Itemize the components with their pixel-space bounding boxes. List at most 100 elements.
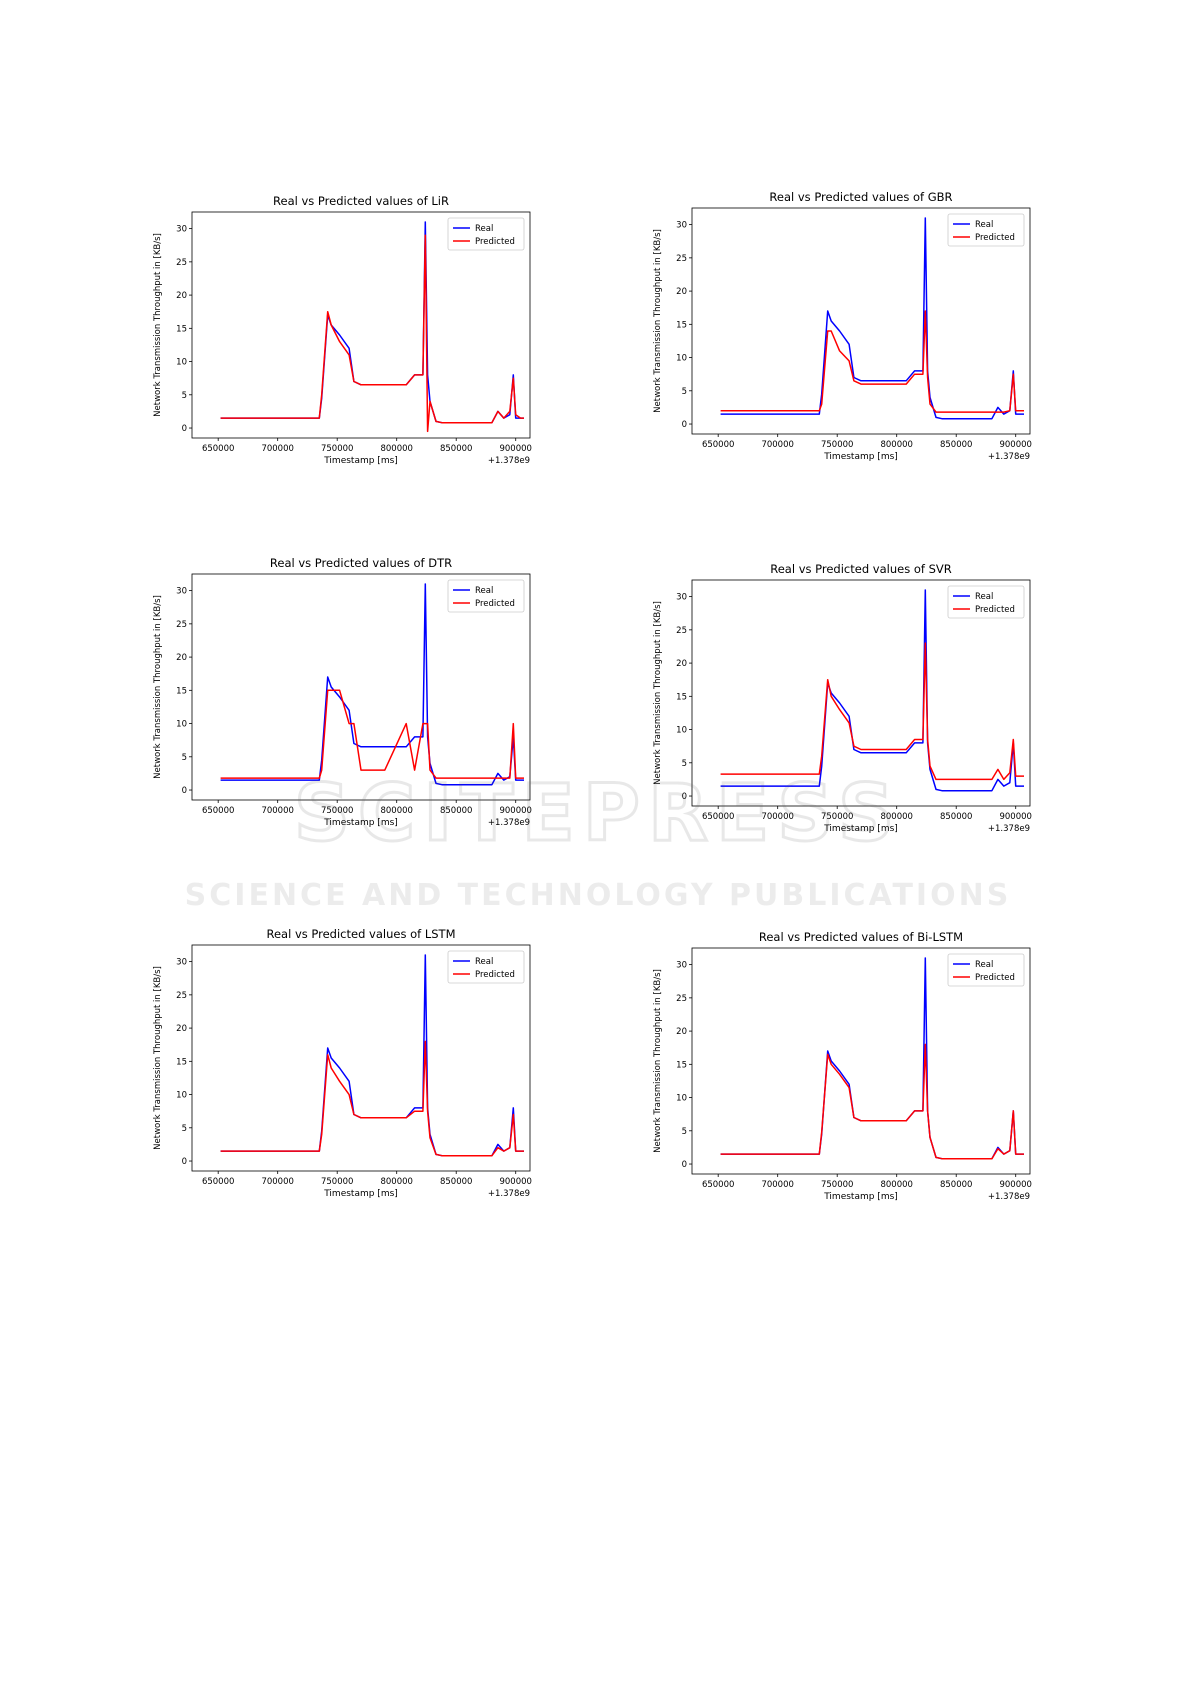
x-offset-label: +1.378e9 — [988, 1192, 1030, 1202]
y-tick-label: 30 — [676, 961, 687, 971]
y-tick-label: 10 — [676, 726, 687, 736]
y-tick-label: 20 — [676, 1027, 687, 1037]
x-tick-label: 850000 — [440, 806, 472, 816]
chart-title: Real vs Predicted values of LiR — [273, 194, 449, 208]
plot-frame — [691, 947, 1031, 1175]
x-tick-label: 750000 — [321, 806, 353, 816]
x-tick-label: 800000 — [380, 1177, 412, 1187]
y-tick-label: 5 — [182, 1124, 187, 1134]
legend-label: Predicted — [475, 599, 515, 609]
legend-label: Real — [975, 220, 993, 230]
plot-frame — [691, 579, 1031, 807]
y-tick-label: 5 — [182, 391, 187, 401]
y-tick-label: 0 — [182, 786, 187, 796]
y-tick-label: 10 — [176, 720, 187, 730]
chart-title: Real vs Predicted values of SVR — [770, 562, 952, 576]
y-tick-label: 0 — [682, 792, 687, 802]
x-tick-label: 650000 — [202, 444, 234, 454]
x-tick-label: 800000 — [880, 812, 912, 822]
y-tick-label: 20 — [676, 287, 687, 297]
x-tick-label: 750000 — [321, 1177, 353, 1187]
chart-svg: Real vs Predicted values of GBR 0 5 10 15 20 2… — [653, 190, 1032, 462]
x-tick-label: 700000 — [261, 806, 293, 816]
x-tick-label: 650000 — [702, 440, 734, 450]
y-tick-label: 30 — [176, 225, 187, 235]
x-axis-label: Timestamp [ms] — [823, 824, 898, 834]
y-tick-label: 0 — [682, 420, 687, 430]
chart-svr: Real vs Predicted values of SVR 0 5 10 15 20 2… — [650, 558, 1040, 858]
y-tick-label: 20 — [176, 291, 187, 301]
series-line-real — [720, 957, 1024, 1160]
series-line-real — [220, 583, 524, 786]
y-tick-label: 15 — [176, 324, 187, 334]
legend: Real Predicted — [447, 217, 525, 251]
y-tick-label: 15 — [676, 1060, 687, 1070]
y-tick-label: 25 — [176, 258, 187, 268]
legend-label: Predicted — [975, 973, 1015, 983]
x-axis-label: Timestamp [ms] — [823, 1192, 898, 1202]
x-tick-label: 650000 — [702, 1180, 734, 1190]
y-tick-label: 10 — [676, 354, 687, 364]
y-tick-label: 15 — [676, 692, 687, 702]
y-tick-label: 30 — [676, 593, 687, 603]
series-line-predicted — [720, 642, 1024, 781]
y-tick-label: 5 — [682, 1127, 687, 1137]
x-offset-label: +1.378e9 — [988, 824, 1030, 834]
chart-svg: Real vs Predicted values of LSTM 0 5 10 15 20… — [153, 927, 532, 1199]
y-tick-label: 5 — [682, 759, 687, 769]
legend-label: Predicted — [975, 605, 1015, 615]
y-tick-label: 5 — [182, 753, 187, 763]
x-tick-label: 850000 — [940, 1180, 972, 1190]
y-tick-label: 30 — [176, 958, 187, 968]
x-tick-label: 750000 — [321, 444, 353, 454]
y-tick-label: 30 — [176, 587, 187, 597]
x-tick-label: 850000 — [940, 812, 972, 822]
y-tick-label: 20 — [676, 659, 687, 669]
x-tick-label: 800000 — [880, 440, 912, 450]
x-axis-label: Timestamp [ms] — [323, 456, 398, 466]
x-tick-label: 900000 — [999, 1180, 1031, 1190]
chart-svg: Real vs Predicted values of SVR 0 5 10 15 20 2… — [653, 562, 1032, 834]
chart-bi-lstm: Real vs Predicted values of Bi-LSTM 0 5 10 1… — [650, 926, 1040, 1226]
x-tick-label: 900000 — [999, 812, 1031, 822]
x-tick-label: 750000 — [821, 812, 853, 822]
chart-lir: Real vs Predicted values of LiR 0 5 10 15 20 2… — [150, 190, 540, 490]
legend-label: Real — [975, 960, 993, 970]
series-line-real — [220, 221, 524, 424]
y-tick-label: 15 — [676, 320, 687, 330]
plot-frame — [191, 944, 531, 1172]
x-tick-label: 900000 — [999, 440, 1031, 450]
series-line-predicted — [220, 1040, 524, 1157]
chart-dtr: Real vs Predicted values of DTR 0 5 10 15 20 2… — [150, 552, 540, 852]
legend-label: Real — [475, 586, 493, 596]
chart-svg: Real vs Predicted values of DTR 0 5 10 15 20 2… — [153, 556, 532, 828]
x-tick-label: 700000 — [761, 812, 793, 822]
legend-label: Predicted — [475, 970, 515, 980]
x-tick-label: 900000 — [499, 1177, 531, 1187]
x-tick-label: 900000 — [499, 444, 531, 454]
x-tick-label: 850000 — [440, 1177, 472, 1187]
x-tick-label: 800000 — [380, 444, 412, 454]
y-tick-label: 10 — [676, 1094, 687, 1104]
x-offset-label: +1.378e9 — [488, 1189, 530, 1199]
legend: Real Predicted — [447, 579, 525, 613]
chart-gbr: Real vs Predicted values of GBR 0 5 10 15 20 2… — [650, 186, 1040, 486]
x-axis-label: Timestamp [ms] — [323, 818, 398, 828]
legend: Real Predicted — [447, 950, 525, 984]
chart-lstm: Real vs Predicted values of LSTM 0 5 10 15 20… — [150, 923, 540, 1223]
x-tick-label: 650000 — [202, 1177, 234, 1187]
chart-title: Real vs Predicted values of DTR — [270, 556, 452, 570]
x-offset-label: +1.378e9 — [488, 456, 530, 466]
x-axis-label: Timestamp [ms] — [323, 1189, 398, 1199]
y-axis-label: Network Transmission Throughput in [KB/s… — [653, 969, 663, 1153]
x-tick-label: 800000 — [380, 806, 412, 816]
series-line-predicted — [720, 1043, 1024, 1160]
x-axis-label: Timestamp [ms] — [823, 452, 898, 462]
legend-label: Real — [975, 592, 993, 602]
y-axis-label: Network Transmission Throughput in [KB/s… — [153, 966, 163, 1150]
x-tick-label: 650000 — [202, 806, 234, 816]
y-tick-label: 15 — [176, 1057, 187, 1067]
y-tick-label: 15 — [176, 686, 187, 696]
plot-frame — [691, 207, 1031, 435]
y-tick-label: 10 — [176, 1091, 187, 1101]
